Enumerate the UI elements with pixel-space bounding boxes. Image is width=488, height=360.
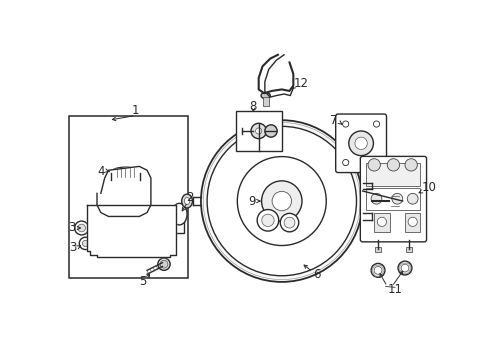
Bar — [235, 111, 281, 151]
Text: 9: 9 — [247, 194, 255, 208]
Text: 6: 6 — [312, 268, 320, 281]
Circle shape — [237, 157, 325, 246]
Ellipse shape — [117, 190, 134, 197]
Text: 11: 11 — [386, 283, 402, 296]
Circle shape — [201, 120, 362, 282]
Bar — [405, 247, 411, 252]
Circle shape — [370, 264, 384, 277]
Text: 2: 2 — [185, 191, 193, 204]
Circle shape — [105, 233, 119, 247]
Ellipse shape — [261, 93, 270, 99]
Text: 8: 8 — [249, 100, 257, 113]
Bar — [388, 193, 402, 209]
Circle shape — [370, 193, 381, 204]
Ellipse shape — [111, 167, 140, 178]
Text: 12: 12 — [293, 77, 308, 90]
Ellipse shape — [171, 203, 187, 225]
Circle shape — [207, 126, 356, 276]
Bar — [68, 116, 187, 278]
Bar — [170, 219, 183, 233]
Circle shape — [280, 213, 298, 232]
Text: 10: 10 — [421, 181, 435, 194]
Text: 7: 7 — [329, 114, 336, 127]
Ellipse shape — [114, 169, 137, 176]
Circle shape — [78, 224, 85, 232]
Text: 5: 5 — [139, 275, 146, 288]
Text: 3: 3 — [69, 241, 77, 254]
Bar — [373, 213, 389, 232]
Text: 4: 4 — [97, 165, 104, 177]
FancyBboxPatch shape — [335, 114, 386, 172]
Circle shape — [400, 264, 408, 272]
Circle shape — [250, 123, 266, 139]
Circle shape — [79, 237, 91, 249]
Circle shape — [82, 240, 88, 247]
Circle shape — [342, 121, 348, 127]
Circle shape — [136, 233, 150, 247]
Polygon shape — [97, 166, 151, 216]
Circle shape — [373, 159, 379, 166]
Bar — [374, 247, 380, 252]
Circle shape — [373, 121, 379, 127]
Circle shape — [354, 137, 366, 149]
Circle shape — [407, 217, 416, 226]
Text: 3: 3 — [68, 221, 75, 234]
Circle shape — [158, 258, 170, 270]
Circle shape — [102, 229, 123, 250]
Circle shape — [342, 159, 348, 166]
Ellipse shape — [115, 189, 136, 198]
Ellipse shape — [182, 194, 192, 208]
Bar — [404, 213, 420, 232]
Circle shape — [397, 261, 411, 275]
Circle shape — [348, 131, 373, 156]
Bar — [262, 97, 268, 106]
Ellipse shape — [184, 198, 189, 204]
Circle shape — [377, 217, 386, 226]
FancyBboxPatch shape — [360, 156, 426, 242]
Circle shape — [367, 159, 380, 171]
Circle shape — [257, 210, 278, 231]
Circle shape — [271, 192, 291, 211]
Polygon shape — [87, 205, 176, 257]
Circle shape — [284, 217, 294, 228]
Circle shape — [255, 128, 261, 134]
Circle shape — [160, 260, 167, 268]
Circle shape — [391, 193, 402, 204]
Circle shape — [386, 159, 399, 171]
Circle shape — [261, 181, 302, 221]
Circle shape — [264, 125, 277, 137]
Circle shape — [407, 193, 417, 204]
Bar — [366, 188, 420, 210]
Bar — [366, 163, 420, 186]
Circle shape — [404, 159, 416, 171]
Circle shape — [75, 221, 88, 235]
Text: 1: 1 — [131, 104, 139, 117]
Circle shape — [261, 214, 274, 226]
Circle shape — [373, 266, 381, 274]
Circle shape — [132, 229, 154, 250]
